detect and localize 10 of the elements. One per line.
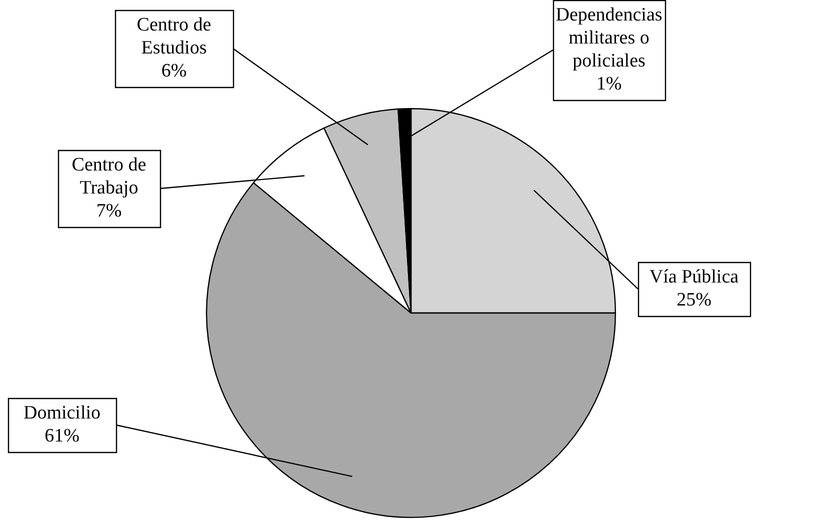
data-label: 1%	[596, 73, 622, 94]
data-label: 6%	[161, 60, 187, 82]
slice-label: Vía Pública	[649, 266, 740, 288]
slice-label: Domicilio	[23, 402, 101, 424]
slice-label: Centro de Trabajo	[72, 154, 146, 198]
slice-label: Centro de Estudios	[136, 14, 212, 58]
data-label: 61%	[44, 425, 80, 446]
data-label: 7%	[96, 200, 122, 222]
slice-label: Dependencias militares o policiales	[556, 4, 662, 72]
data-label: 25%	[676, 289, 712, 310]
